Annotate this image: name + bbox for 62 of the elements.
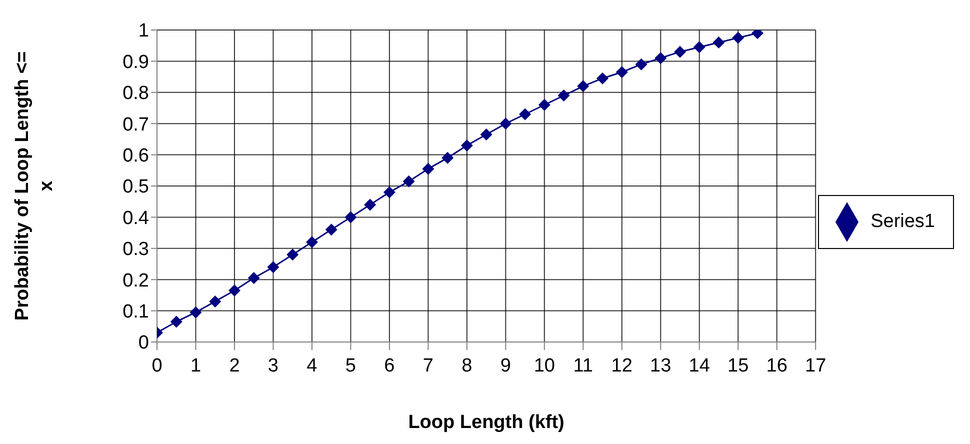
x-tick-label: 14 — [688, 355, 710, 376]
y-tick-label: 0 — [138, 332, 149, 354]
point — [460, 139, 473, 152]
point — [538, 98, 550, 111]
point — [190, 306, 202, 318]
y-tick-label: 0.8 — [122, 83, 149, 104]
x-tick-label: 0 — [152, 355, 162, 376]
y-tick-label: 0.9 — [122, 52, 149, 73]
y-tick-label: 0.4 — [122, 208, 150, 229]
point — [383, 186, 396, 198]
point — [732, 32, 744, 44]
y-tick-label: 0.6 — [122, 146, 149, 167]
point — [306, 236, 318, 248]
point — [635, 58, 648, 70]
x-tick-label: 5 — [345, 355, 356, 376]
x-tick-label: 4 — [306, 355, 318, 376]
point — [170, 316, 182, 328]
point — [519, 108, 532, 120]
point — [558, 90, 570, 102]
x-tick-label: 1 — [190, 355, 202, 376]
x-tick-label: 9 — [500, 355, 511, 376]
x-tick-label: 8 — [462, 355, 472, 376]
point — [286, 248, 299, 261]
point — [422, 162, 434, 175]
y-tick-label: 0.7 — [122, 114, 149, 136]
point — [267, 261, 280, 274]
point — [596, 72, 609, 84]
x-tick-label: 13 — [650, 355, 672, 376]
point — [209, 295, 222, 308]
point — [364, 198, 376, 211]
x-tick-label: 10 — [534, 355, 555, 376]
legend-label: Series1 — [870, 211, 935, 232]
y-tick-label: 1 — [138, 20, 149, 42]
x-tick-label: 11 — [573, 355, 594, 376]
x-axis-title: Loop Length (kft) — [408, 412, 564, 433]
point — [402, 175, 415, 188]
point — [480, 128, 492, 141]
y-axis-title: Probability of Loop Length <= x — [12, 51, 57, 321]
point — [577, 80, 590, 92]
point — [654, 52, 667, 64]
point — [442, 152, 454, 164]
y-tick-label: 0.1 — [122, 302, 149, 323]
x-tick-label: 17 — [805, 355, 826, 376]
point — [712, 36, 725, 48]
y-tick-label: 0.2 — [122, 270, 149, 292]
point — [248, 272, 260, 284]
y-tick-label: 0.3 — [122, 239, 149, 260]
point — [344, 211, 357, 224]
point — [616, 66, 628, 78]
y-tick-label: 0.5 — [122, 176, 149, 198]
x-tick-label: 12 — [611, 355, 632, 376]
x-tick-label: 2 — [229, 355, 240, 376]
point — [228, 284, 240, 297]
x-tick-label: 16 — [766, 355, 788, 376]
point — [325, 224, 338, 236]
x-tick-label: 6 — [384, 355, 395, 376]
point — [693, 41, 706, 54]
point — [500, 118, 512, 130]
x-tick-label: 15 — [728, 355, 749, 376]
x-tick-label: 3 — [268, 355, 279, 376]
x-tick-label: 7 — [422, 355, 434, 376]
point — [674, 46, 686, 58]
